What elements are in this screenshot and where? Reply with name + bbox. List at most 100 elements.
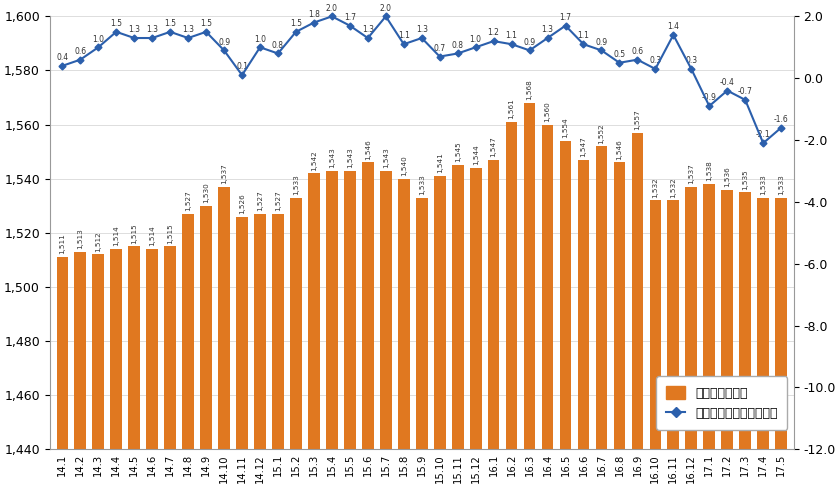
- Bar: [326, 170, 338, 449]
- Bar: [722, 189, 733, 449]
- Text: 1,538: 1,538: [706, 161, 712, 181]
- Text: 1,542: 1,542: [311, 150, 317, 170]
- Text: 1.2: 1.2: [488, 28, 500, 37]
- Bar: [559, 141, 571, 449]
- Bar: [506, 122, 517, 449]
- Text: 1,560: 1,560: [544, 101, 550, 122]
- Text: 0.6: 0.6: [632, 47, 643, 56]
- Text: 1,512: 1,512: [95, 231, 102, 252]
- Text: 1.3: 1.3: [362, 25, 374, 34]
- Bar: [308, 173, 320, 449]
- Text: 0.9: 0.9: [218, 37, 230, 47]
- Bar: [613, 163, 625, 449]
- Bar: [255, 214, 265, 449]
- Bar: [703, 184, 715, 449]
- Text: 2.0: 2.0: [326, 4, 338, 13]
- Text: 0.1: 0.1: [236, 62, 248, 72]
- Bar: [146, 249, 158, 449]
- Text: 1,543: 1,543: [383, 147, 389, 168]
- Text: 1.3: 1.3: [129, 25, 140, 34]
- Text: 1.1: 1.1: [578, 32, 590, 40]
- Text: 0.4: 0.4: [56, 53, 68, 62]
- Text: 1,527: 1,527: [275, 190, 281, 211]
- Text: 1,530: 1,530: [203, 182, 209, 203]
- Bar: [452, 165, 464, 449]
- Text: 1,537: 1,537: [688, 163, 695, 184]
- Bar: [668, 200, 680, 449]
- Bar: [434, 176, 445, 449]
- Bar: [739, 192, 751, 449]
- Text: -0.9: -0.9: [702, 94, 717, 102]
- Text: -2.1: -2.1: [756, 131, 770, 139]
- Text: 1,568: 1,568: [527, 79, 533, 100]
- Text: 1.5: 1.5: [200, 19, 213, 28]
- Bar: [362, 163, 374, 449]
- Text: 0.9: 0.9: [523, 37, 536, 47]
- Bar: [56, 257, 68, 449]
- Text: -0.4: -0.4: [720, 78, 735, 87]
- Text: 1,526: 1,526: [239, 193, 245, 214]
- Bar: [200, 206, 212, 449]
- Bar: [129, 246, 140, 449]
- Text: 1.3: 1.3: [542, 25, 554, 34]
- Text: 0.7: 0.7: [433, 44, 446, 53]
- Text: 1,514: 1,514: [150, 225, 155, 246]
- Text: 1,533: 1,533: [293, 174, 299, 195]
- Text: 1,532: 1,532: [670, 177, 676, 198]
- Bar: [578, 160, 590, 449]
- Text: -0.7: -0.7: [738, 87, 753, 96]
- Text: 0.5: 0.5: [613, 50, 626, 59]
- Text: 1,546: 1,546: [365, 139, 370, 160]
- Text: 1.1: 1.1: [506, 32, 517, 40]
- Text: 1,540: 1,540: [401, 155, 407, 176]
- Text: 1.5: 1.5: [164, 19, 176, 28]
- Bar: [685, 187, 697, 449]
- Text: 1,514: 1,514: [113, 225, 119, 246]
- Text: 1.3: 1.3: [416, 25, 428, 34]
- Bar: [542, 125, 554, 449]
- Text: 1,515: 1,515: [131, 223, 137, 244]
- Text: 1.0: 1.0: [92, 35, 104, 44]
- Text: 2.0: 2.0: [380, 4, 391, 13]
- Bar: [344, 170, 355, 449]
- Text: 1,535: 1,535: [743, 169, 748, 189]
- Text: 1,546: 1,546: [617, 139, 622, 160]
- Bar: [92, 254, 104, 449]
- Text: 0.6: 0.6: [74, 47, 87, 56]
- Text: 1.0: 1.0: [254, 35, 266, 44]
- Text: 0.3: 0.3: [685, 56, 697, 65]
- Text: 1,544: 1,544: [473, 145, 479, 165]
- Text: 1,533: 1,533: [760, 174, 766, 195]
- Text: 1,533: 1,533: [778, 174, 785, 195]
- Text: 1,543: 1,543: [329, 147, 335, 168]
- Text: 1,554: 1,554: [563, 117, 569, 138]
- Text: 1,515: 1,515: [167, 223, 173, 244]
- Text: 1,533: 1,533: [419, 174, 425, 195]
- Bar: [182, 214, 194, 449]
- Text: 1,545: 1,545: [454, 142, 460, 163]
- Text: 1,527: 1,527: [185, 190, 192, 211]
- Bar: [488, 160, 500, 449]
- Bar: [380, 170, 391, 449]
- Text: 1,557: 1,557: [634, 109, 640, 130]
- Bar: [470, 168, 481, 449]
- Bar: [236, 217, 248, 449]
- Bar: [632, 132, 643, 449]
- Text: 1.1: 1.1: [398, 32, 410, 40]
- Text: 1.5: 1.5: [290, 19, 302, 28]
- Text: 0.8: 0.8: [272, 41, 284, 50]
- Text: 1.4: 1.4: [667, 22, 680, 31]
- Text: 1.7: 1.7: [344, 13, 356, 22]
- Text: 1,552: 1,552: [598, 123, 605, 144]
- Text: 1.5: 1.5: [110, 19, 123, 28]
- Text: -1.6: -1.6: [774, 115, 789, 124]
- Legend: 平均時給（円）, 前年同月比増減率（％）: 平均時給（円）, 前年同月比増減率（％）: [656, 376, 787, 430]
- Text: 1,527: 1,527: [257, 190, 263, 211]
- Text: 1.8: 1.8: [308, 10, 320, 19]
- Bar: [775, 198, 787, 449]
- Text: 1,511: 1,511: [60, 234, 66, 254]
- Text: 0.8: 0.8: [452, 41, 464, 50]
- Bar: [398, 179, 410, 449]
- Bar: [416, 198, 428, 449]
- Text: 1,541: 1,541: [437, 152, 443, 173]
